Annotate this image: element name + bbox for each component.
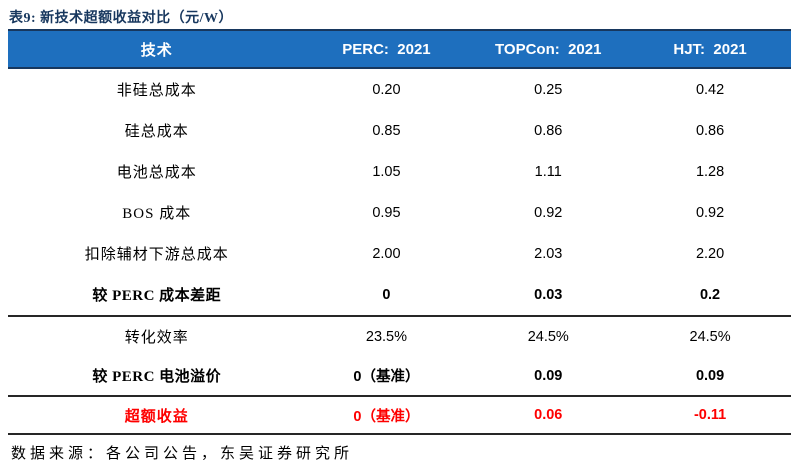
cell-value: 0.85 [372, 122, 401, 139]
row-label: 扣除辅材下游总成本 [84, 247, 229, 263]
table-title: 表9: 新技术超额收益对比（元/W） [9, 11, 234, 26]
cell-value: 0.20 [372, 81, 401, 98]
cell-value: 0.09 [695, 367, 725, 384]
column-header-hjt: HJT: 2021 [673, 40, 747, 58]
cell-value: 2.00 [372, 245, 401, 262]
column-header-technology: 技术 [140, 42, 173, 59]
row-label: 较 PERC 电池溢价 [92, 369, 222, 385]
row-label: 硅总成本 [124, 124, 189, 140]
row-label: 非硅总成本 [116, 83, 197, 99]
row-label: 较 PERC 成本差距 [92, 288, 222, 304]
cell-value: 24.5% [527, 328, 569, 345]
cell-value: 0.92 [534, 204, 563, 221]
cell-value: 0（基准） [353, 408, 420, 425]
cell-value: 0 [382, 286, 391, 303]
cell-value: 0.92 [695, 204, 725, 221]
table-header-row: 技术 PERC: 2021 TOPCon: 2021 HJT: 2021 [8, 29, 791, 69]
cell-value: 1.28 [695, 163, 725, 180]
data-table: 技术 PERC: 2021 TOPCon: 2021 HJT: 2021 非硅总… [8, 29, 791, 435]
cell-value: 0（基准） [353, 369, 420, 385]
cell-value: 0.42 [695, 81, 725, 98]
table-row-downstream-total-cost: 扣除辅材下游总成本 2.00 2.03 2.20 [8, 233, 791, 274]
table-row-conversion-efficiency: 转化效率 23.5% 24.5% 24.5% [8, 317, 791, 356]
cell-value: 0.2 [699, 286, 721, 303]
table-row-cell-premium-vs-perc: 较 PERC 电池溢价 0（基准） 0.09 0.09 [8, 356, 791, 395]
table-bottom-border [8, 433, 791, 435]
cell-value: 0.95 [372, 204, 401, 221]
section-divider [8, 315, 791, 317]
cell-value: 0.86 [534, 122, 563, 139]
cell-value: 0.25 [534, 81, 563, 98]
table-row-cost-gap-vs-perc: 较 PERC 成本差距 0 0.03 0.2 [8, 274, 791, 315]
cell-value: -0.11 [693, 407, 727, 423]
cell-value: 0.06 [534, 407, 563, 423]
row-label: 电池总成本 [116, 165, 197, 181]
cell-value: 1.05 [372, 163, 401, 180]
cell-value: 23.5% [365, 328, 407, 345]
data-source-note: 数据来源：各公司公告，东吴证券研究所 [11, 446, 354, 462]
row-label: 转化效率 [124, 330, 189, 346]
cell-value: 2.03 [534, 245, 563, 262]
column-header-perc: PERC: 2021 [342, 40, 431, 58]
cell-value: 2.20 [695, 245, 725, 262]
cell-value: 1.11 [534, 163, 562, 180]
table-row-bos-cost: BOS 成本 0.95 0.92 0.92 [8, 192, 791, 233]
cell-value: 0.03 [534, 286, 563, 303]
cell-value: 24.5% [689, 328, 731, 345]
table-row-nonsilicon-cost: 非硅总成本 0.20 0.25 0.42 [8, 69, 791, 110]
row-label: 超额收益 [124, 408, 189, 425]
table-row-excess-return: 超额收益 0（基准） 0.06 -0.11 [8, 397, 791, 433]
table-row-silicon-cost: 硅总成本 0.85 0.86 0.86 [8, 110, 791, 151]
row-label: BOS 成本 [122, 206, 192, 222]
table-row-cell-total-cost: 电池总成本 1.05 1.11 1.28 [8, 151, 791, 192]
column-header-topcon: TOPCon: 2021 [495, 40, 602, 58]
cell-value: 0.09 [534, 367, 563, 384]
section-divider [8, 395, 791, 397]
cell-value: 0.86 [695, 122, 725, 139]
